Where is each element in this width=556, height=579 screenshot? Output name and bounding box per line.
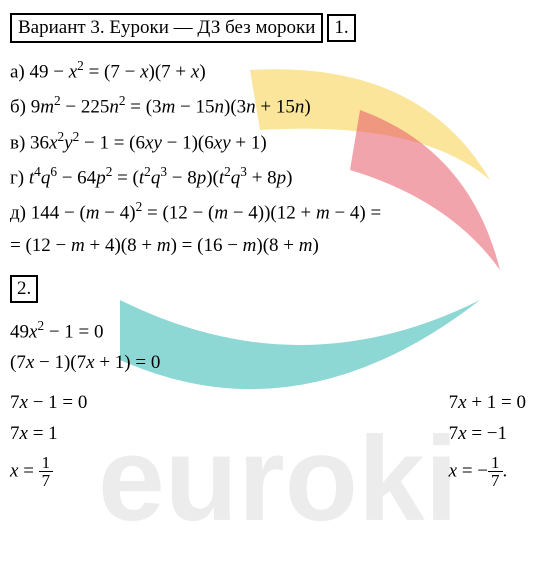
two-column-solve: 7x − 1 = 0 7x = 1 x = 17 7x + 1 = 0 7x =… bbox=[10, 383, 546, 500]
document-content: Вариант 3. Еуроки — ДЗ без мороки 1. а) … bbox=[0, 0, 556, 506]
right-r2: 7x = −1 bbox=[449, 423, 526, 445]
section-2-number: 2. bbox=[10, 275, 38, 303]
right-r3: x = −17. bbox=[449, 454, 526, 491]
line-1g: г) t4q6 − 64p2 = (t2q3 − 8p)(t2q3 + 8p) bbox=[10, 164, 546, 189]
line-1a: а) 49 − x2 = (7 − x)(7 + x) bbox=[10, 58, 546, 83]
line-2-eq2: (7x − 1)(7x + 1) = 0 bbox=[10, 352, 546, 374]
line-1v: в) 36x2y2 − 1 = (6xy − 1)(6xy + 1) bbox=[10, 129, 546, 154]
left-l1: 7x − 1 = 0 bbox=[10, 392, 87, 414]
header-text: Вариант 3. Еуроки — ДЗ без мороки bbox=[18, 17, 315, 38]
left-column: 7x − 1 = 0 7x = 1 x = 17 bbox=[10, 383, 87, 500]
right-column: 7x + 1 = 0 7x = −1 x = −17. bbox=[449, 383, 546, 500]
section-1-number: 1. bbox=[327, 14, 355, 42]
line-1d-1: д) 144 − (m − 4)2 = (12 − (m − 4))(12 + … bbox=[10, 199, 546, 224]
line-1d-2: = (12 − m + 4)(8 + m) = (16 − m)(8 + m) bbox=[10, 235, 546, 257]
line-1b: б) 9m2 − 225n2 = (3m − 15n)(3n + 15n) bbox=[10, 93, 546, 118]
right-r1: 7x + 1 = 0 bbox=[449, 392, 526, 414]
header-box: Вариант 3. Еуроки — ДЗ без мороки bbox=[10, 13, 323, 43]
line-2-eq1: 49x2 − 1 = 0 bbox=[10, 318, 546, 343]
left-l2: 7x = 1 bbox=[10, 423, 87, 445]
left-l3: x = 17 bbox=[10, 454, 87, 491]
